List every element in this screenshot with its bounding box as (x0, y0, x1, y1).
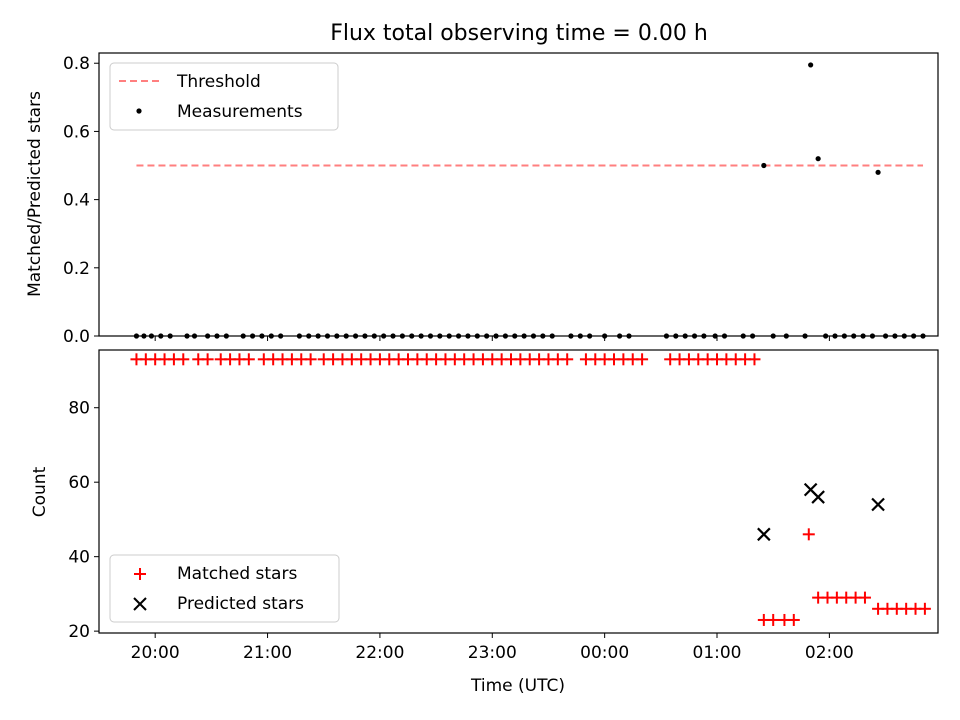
measurements-point (815, 156, 821, 162)
top-ytick-label: 0.0 (63, 327, 90, 347)
bottom-plot-frame (98, 349, 939, 634)
measurements-point (808, 62, 814, 68)
predicted-stars-point (757, 527, 771, 542)
bottom-xtick-label: 01:00 (693, 643, 742, 663)
matched-stars-point (918, 602, 931, 615)
bottom-ytick-label: 20 (68, 622, 90, 642)
chart-title: Flux total observing time = 0.00 h (330, 21, 708, 46)
top-legend-box (109, 62, 339, 131)
top-marks (133, 62, 926, 339)
bottom-legend: Matched stars Predicted stars (109, 554, 340, 623)
top-ytick-label: 0.8 (63, 54, 90, 74)
matched-stars-point (767, 613, 780, 626)
bottom-ytick-label: 40 (68, 548, 90, 568)
bottom-xtick-label: 21:00 (243, 643, 292, 663)
matched-stars-point (177, 353, 190, 366)
matched-stars-point (242, 353, 255, 366)
bottom-legend-box (109, 554, 340, 623)
matched-stars-point (561, 353, 574, 366)
matched-stars-point (802, 528, 815, 541)
top-y-axis-label: Matched/Predicted stars (25, 91, 45, 297)
matched-stars-point (748, 353, 761, 366)
bottom-ytick-label: 80 (68, 399, 90, 419)
top-ytick-label: 0.2 (63, 259, 90, 279)
top-ytick-label: 0.6 (63, 122, 90, 142)
bottom-ytick-label: 60 (68, 473, 90, 493)
top-panel: 0.00.20.40.60.8 Matched/Predicted stars … (25, 52, 939, 347)
top-ytick-label: 0.4 (63, 191, 90, 211)
predicted-stars-point (811, 490, 825, 504)
bottom-xtick-label: 20:00 (131, 643, 180, 663)
top-x-axis (154, 336, 830, 341)
matched-legend-swatch (134, 568, 146, 580)
bottom-x-axis: 20:00 21:00 22:00 23:00 00:00 01:00 02:00 (131, 633, 854, 663)
measurements-legend-swatch (136, 108, 142, 114)
bottom-xtick-label: 23:00 (468, 643, 517, 663)
bottom-y-axis-label: Count (30, 466, 50, 517)
predicted-legend-swatch (133, 597, 147, 611)
bottom-panel: 20 40 60 80 20:00 21:00 22:00 23:00 00:00 01:00 0… (30, 349, 939, 696)
top-legend: Threshold Measurements (109, 62, 339, 131)
bottom-xtick-label: 02:00 (805, 643, 854, 663)
bottom-marks (130, 353, 931, 626)
measurements-point (761, 162, 767, 169)
threshold-legend-label: Threshold (176, 72, 261, 92)
predicted-stars-point (871, 497, 885, 512)
measurements-legend-label: Measurements (177, 102, 303, 122)
matched-stars-point (636, 353, 649, 366)
bottom-xtick-label: 00:00 (580, 643, 629, 663)
matched-legend-label: Matched stars (177, 564, 297, 584)
matched-stars-point (201, 353, 214, 366)
matched-stars-point (787, 613, 800, 626)
bottom-y-axis: 20 40 60 80 (68, 399, 99, 642)
predicted-legend-label: Predicted stars (177, 594, 304, 614)
bottom-xtick-label: 22:00 (355, 643, 404, 663)
top-y-axis: 0.0 0.2 0.4 0.6 0.8 (63, 54, 99, 347)
matched-stars-point (304, 353, 317, 366)
matched-stars-point (858, 591, 871, 604)
measurements-point (875, 169, 881, 175)
x-axis-label: Time (UTC) (470, 676, 565, 696)
top-plot-frame (98, 52, 939, 337)
